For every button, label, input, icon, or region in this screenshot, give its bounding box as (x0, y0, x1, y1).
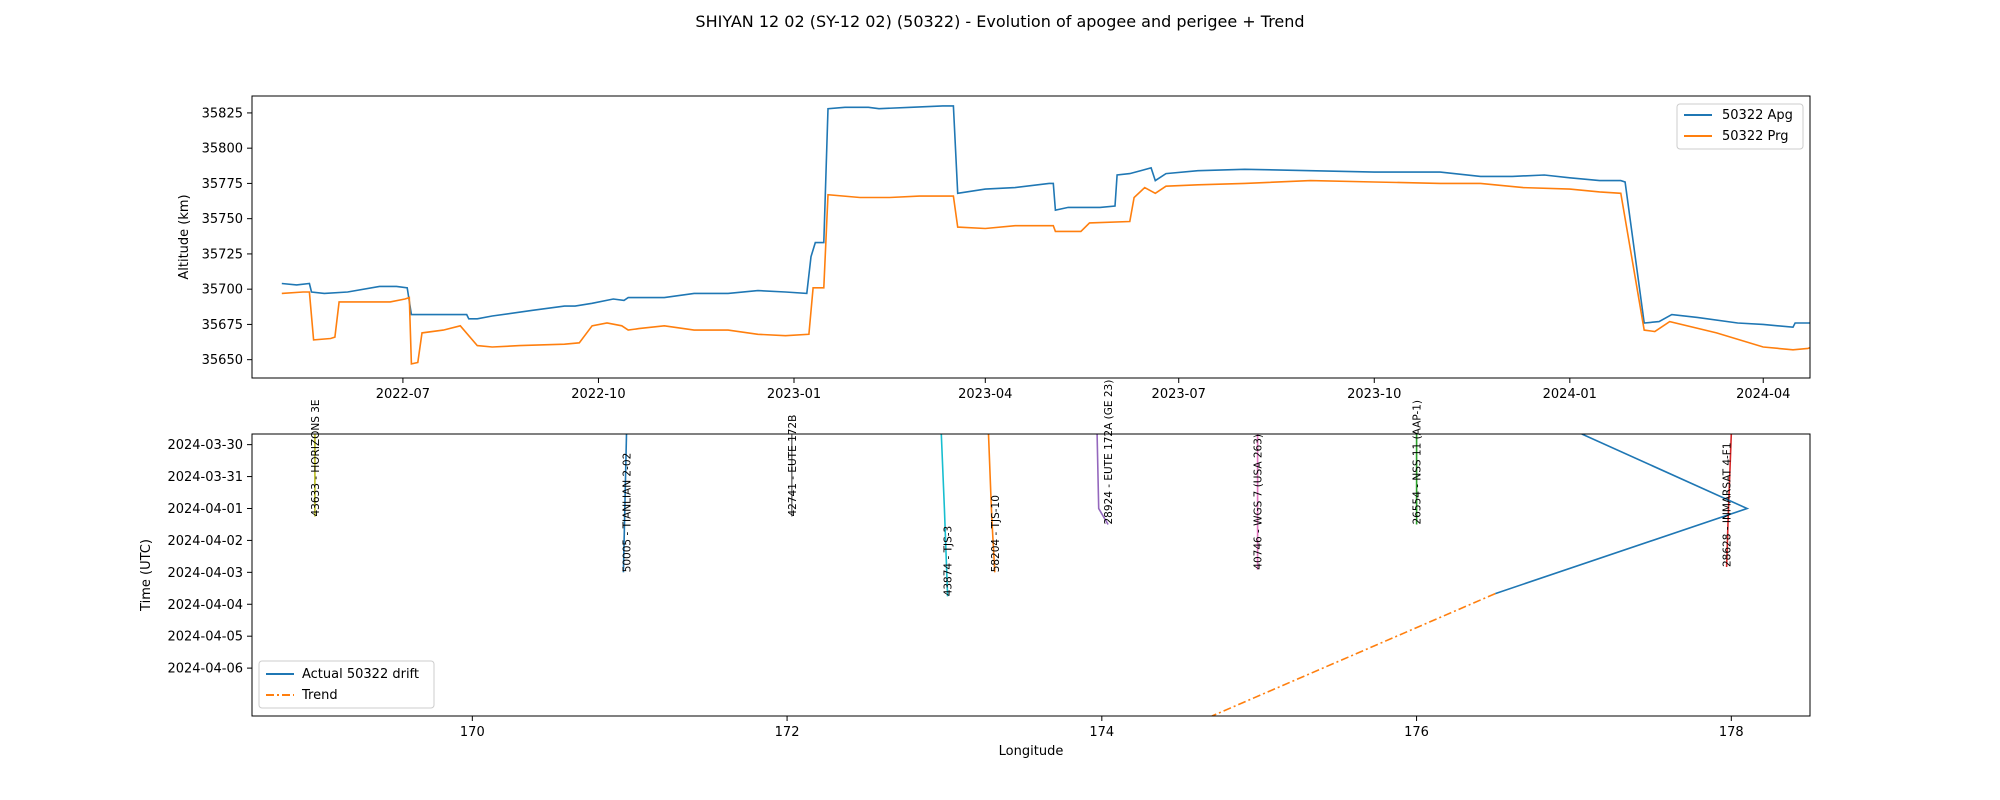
x-tick-label: 2023-04 (958, 387, 1012, 402)
neighbor-drift-line (940, 434, 949, 597)
x-tick-label: 2023-07 (1152, 387, 1206, 402)
x-tick-label: 2022-07 (376, 387, 430, 402)
neighbor-drift-line (987, 434, 996, 573)
legend-drift-label: Actual 50322 drift (302, 667, 419, 682)
x-tick-label: 2024-01 (1543, 387, 1597, 402)
altitude-legend: 50322 Apg 50322 Prg (1676, 103, 1804, 150)
y-tick-label: 35725 (202, 247, 243, 262)
trend-line (1211, 592, 1496, 716)
neighbor-satellite-label: 26554 - NSS 11 (AAP-1) (1412, 400, 1424, 525)
y-tick-label: 2024-03-31 (167, 470, 243, 485)
neighbor-satellite-label: 40746 - WGS 7 (USA 263) (1253, 434, 1265, 570)
y-tick-label: 35775 (202, 177, 243, 192)
neighbor-satellite-label: 43874 - TJS-3 (943, 526, 955, 597)
x-tick-label: 2022-10 (571, 387, 625, 402)
altitude-panel: 2022-07 2022-10 2023-01 2023-04 2023-07 2023-… (177, 95, 1811, 402)
y-tick-label: 2024-04-04 (167, 598, 243, 613)
neighbor-satellite-label: 50005 - TIANLIAN 2-02 (622, 453, 634, 573)
chart-title: SHIYAN 12 02 (SY-12 02) (50322) - Evolut… (695, 12, 1304, 31)
legend-apg-label: 50322 Apg (1722, 108, 1793, 123)
actual-drift-line (1495, 434, 1750, 595)
x-tick-label: 176 (1404, 725, 1429, 740)
series-line-perigee (281, 179, 1810, 365)
neighbor-drift-line (1725, 434, 1733, 568)
y-tick-label: 35800 (202, 142, 243, 157)
x-tick-label: 2024-04 (1736, 387, 1790, 402)
neighbor-satellite-label: 42741 - EUTE 172B (787, 415, 799, 517)
y-tick-label: 2024-04-05 (167, 630, 243, 645)
legend-prg-label: 50322 Prg (1722, 129, 1788, 144)
y-tick-label: 2024-04-03 (167, 566, 243, 581)
neighbor-drift-line (622, 434, 628, 573)
x-tick-label: 178 (1719, 725, 1744, 740)
y-tick-label: 35675 (202, 318, 243, 333)
altitude-y-axis-label: Altitude (km) (177, 194, 192, 279)
drift-y-axis-label: Time (UTC) (139, 539, 154, 612)
y-tick-label: 2024-04-06 (167, 662, 243, 677)
x-tick-label: 174 (1089, 725, 1114, 740)
neighbor-drift-line (1096, 434, 1109, 525)
y-tick-label: 2024-04-01 (167, 502, 243, 517)
altitude-axes-frame (251, 95, 1811, 379)
x-tick-label: 170 (460, 725, 485, 740)
drift-axes-frame (251, 433, 1811, 717)
y-tick-label: 35700 (202, 283, 243, 298)
neighbor-satellite-label: 58204 - TJS-10 (990, 495, 1002, 572)
neighbor-satellite-label: 28628 - INMARSAT 4-F1 (1722, 442, 1734, 567)
neighbor-satellite-label: 43633 - HORIZONS 3E (310, 399, 322, 516)
legend-trend-label: Trend (301, 688, 338, 703)
neighbor-satellite-label: 28924 - EUTE 172A (GE 23) (1103, 380, 1115, 525)
drift-legend: Actual 50322 drift Trend (258, 660, 435, 709)
y-tick-label: 35650 (202, 353, 243, 368)
y-tick-label: 2024-03-30 (167, 438, 243, 453)
drift-x-axis-label: Longitude (999, 744, 1064, 759)
series-line-apogee (281, 105, 1810, 329)
drift-panel: 43633 - HORIZONS 3E 50005 - TIANLIAN 2-02… (139, 380, 1811, 759)
y-tick-label: 35750 (202, 212, 243, 227)
x-tick-label: 2023-10 (1347, 387, 1401, 402)
x-tick-label: 2023-01 (767, 387, 821, 402)
x-tick-label: 172 (775, 725, 800, 740)
y-tick-label: 2024-04-02 (167, 534, 243, 549)
drift-legend-frame (258, 660, 435, 709)
y-tick-label: 35825 (202, 106, 243, 121)
